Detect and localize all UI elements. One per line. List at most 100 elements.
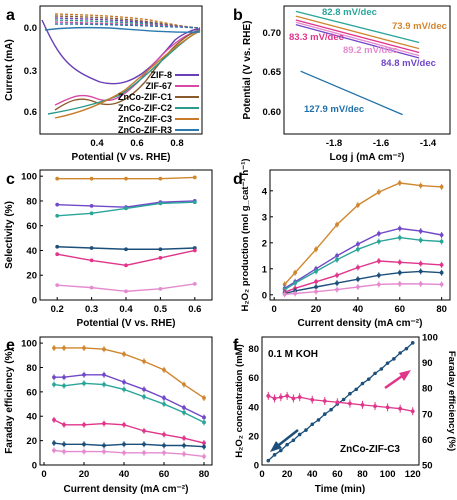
xtick-a-1: 0.6	[130, 138, 143, 149]
series-line-e-5	[53, 449, 205, 458]
series-line-e-0	[54, 347, 205, 399]
concentration-point-4	[291, 438, 296, 443]
series-line-d-0	[284, 182, 442, 285]
concentration-point-23	[410, 341, 415, 345]
efficiency-point-11	[373, 404, 377, 409]
ytick-b-0: 0.60	[263, 107, 282, 118]
point-d-0-5	[376, 190, 381, 195]
panel-label-c: c	[6, 171, 15, 188]
point-d-5-6	[397, 281, 402, 286]
plot-frame-a	[39, 5, 203, 135]
point-d-0-8	[439, 185, 444, 189]
ytick-e-4: 80	[26, 363, 37, 374]
xtick-e-2: 40	[119, 469, 130, 480]
point-e-0-1	[62, 346, 66, 350]
point-d-2-6	[397, 235, 402, 240]
point-e-2-4	[122, 387, 126, 392]
tafel-line-pink	[295, 19, 420, 54]
xlabel-a: Potential (V vs. RHE)	[72, 152, 171, 163]
ytick-e-2: 40	[26, 412, 37, 423]
arrow-left-head-icon	[270, 441, 282, 452]
point-d-2-7	[418, 238, 423, 243]
efficiency-point-8	[335, 400, 340, 405]
point-e-3-6	[162, 432, 166, 437]
point-e-3-2	[82, 422, 86, 427]
concentration-point-9	[323, 412, 327, 416]
point-d-5-4	[356, 285, 360, 289]
ytick-c-5: 100	[21, 172, 37, 183]
efficiency-point-9	[348, 401, 352, 406]
point-d-3-6	[397, 260, 402, 265]
point-e-5-2	[82, 449, 86, 454]
point-c-0-0	[55, 176, 60, 181]
xtick-f-3: 60	[332, 469, 343, 480]
point-e-5-6	[162, 450, 166, 455]
arrow-right-head-icon	[399, 370, 411, 381]
ytick2-f-4: 90	[422, 358, 433, 369]
point-e-4-7	[182, 443, 186, 448]
concentration-point-12	[341, 397, 346, 402]
plot-frame-c	[39, 169, 213, 301]
point-d-0-0	[282, 282, 287, 287]
ylabel2-f: Faraday efficiency (%)	[446, 351, 457, 451]
ytick2-f-1: 60	[422, 435, 433, 446]
slope-label-lightpink: 89.2 mV/dec	[343, 45, 398, 56]
point-d-1-3	[335, 253, 339, 258]
point-d-2-3	[335, 257, 339, 262]
point-d-2-4	[356, 247, 360, 252]
legend-label-zif67: ZIF-67	[145, 81, 172, 91]
concentration-point-0	[266, 458, 271, 463]
yticks-f: 0 20 40 60 80	[248, 344, 259, 471]
point-c-1-0	[55, 202, 60, 207]
point-e-1-4	[122, 380, 126, 385]
xticks-e: 0 20 40 60 80	[41, 462, 209, 480]
point-e-2-8	[202, 420, 206, 425]
ylabel-e: Faraday efficiency (%)	[4, 348, 15, 454]
concentration-point-3	[285, 442, 289, 447]
point-d-0-1	[293, 270, 298, 275]
concentration-point-8	[316, 418, 321, 422]
point-d-0-6	[397, 181, 402, 185]
concentration-point-13	[348, 391, 352, 396]
ring-curve-r3	[54, 23, 201, 29]
tafel-line-purple	[295, 23, 420, 59]
point-c-5-4	[192, 282, 197, 286]
point-e-4-5	[142, 442, 146, 447]
ytick-d-0: 0	[262, 290, 267, 301]
point-e-2-1	[62, 383, 66, 388]
point-d-4-8	[439, 270, 444, 275]
point-d-2-8	[439, 239, 444, 244]
point-c-3-0	[55, 244, 60, 249]
xtick-a-0: 0.4	[90, 138, 104, 149]
point-c-3-2	[124, 247, 128, 252]
efficiency-point-7	[322, 399, 327, 403]
xtick-d-4: 80	[436, 304, 447, 315]
panel-c: c Selectivity (%) Potential (V vs. RHE) …	[4, 169, 213, 329]
point-d-5-1	[293, 291, 298, 296]
ytick-d-1: 1	[262, 264, 268, 275]
efficiency-point-10	[360, 402, 365, 407]
point-d-1-5	[376, 231, 381, 236]
series-line-e-2	[53, 382, 205, 423]
ytick-f-4: 80	[248, 344, 259, 355]
point-d-5-5	[376, 282, 381, 287]
panel-label-e: e	[6, 337, 15, 354]
ytick2-f-2: 70	[422, 409, 433, 420]
series-d	[282, 180, 444, 298]
point-c-0-1	[89, 176, 94, 181]
point-d-3-3	[335, 273, 339, 278]
point-e-2-2	[82, 381, 86, 386]
point-c-0-3	[158, 176, 163, 181]
point-e-5-5	[142, 450, 146, 455]
ring-curve-c2	[54, 19, 201, 29]
point-e-1-3	[102, 372, 106, 377]
point-e-4-6	[162, 443, 166, 448]
point-d-4-2	[314, 285, 318, 289]
xtick-c-1: 0.3	[85, 304, 98, 315]
concentration-point-21	[398, 351, 402, 355]
point-c-4-4	[192, 248, 197, 253]
series-e	[52, 344, 206, 460]
efficiency-point-5	[297, 395, 302, 400]
point-e-5-8	[202, 454, 206, 459]
xtick-e-1: 20	[79, 469, 90, 480]
